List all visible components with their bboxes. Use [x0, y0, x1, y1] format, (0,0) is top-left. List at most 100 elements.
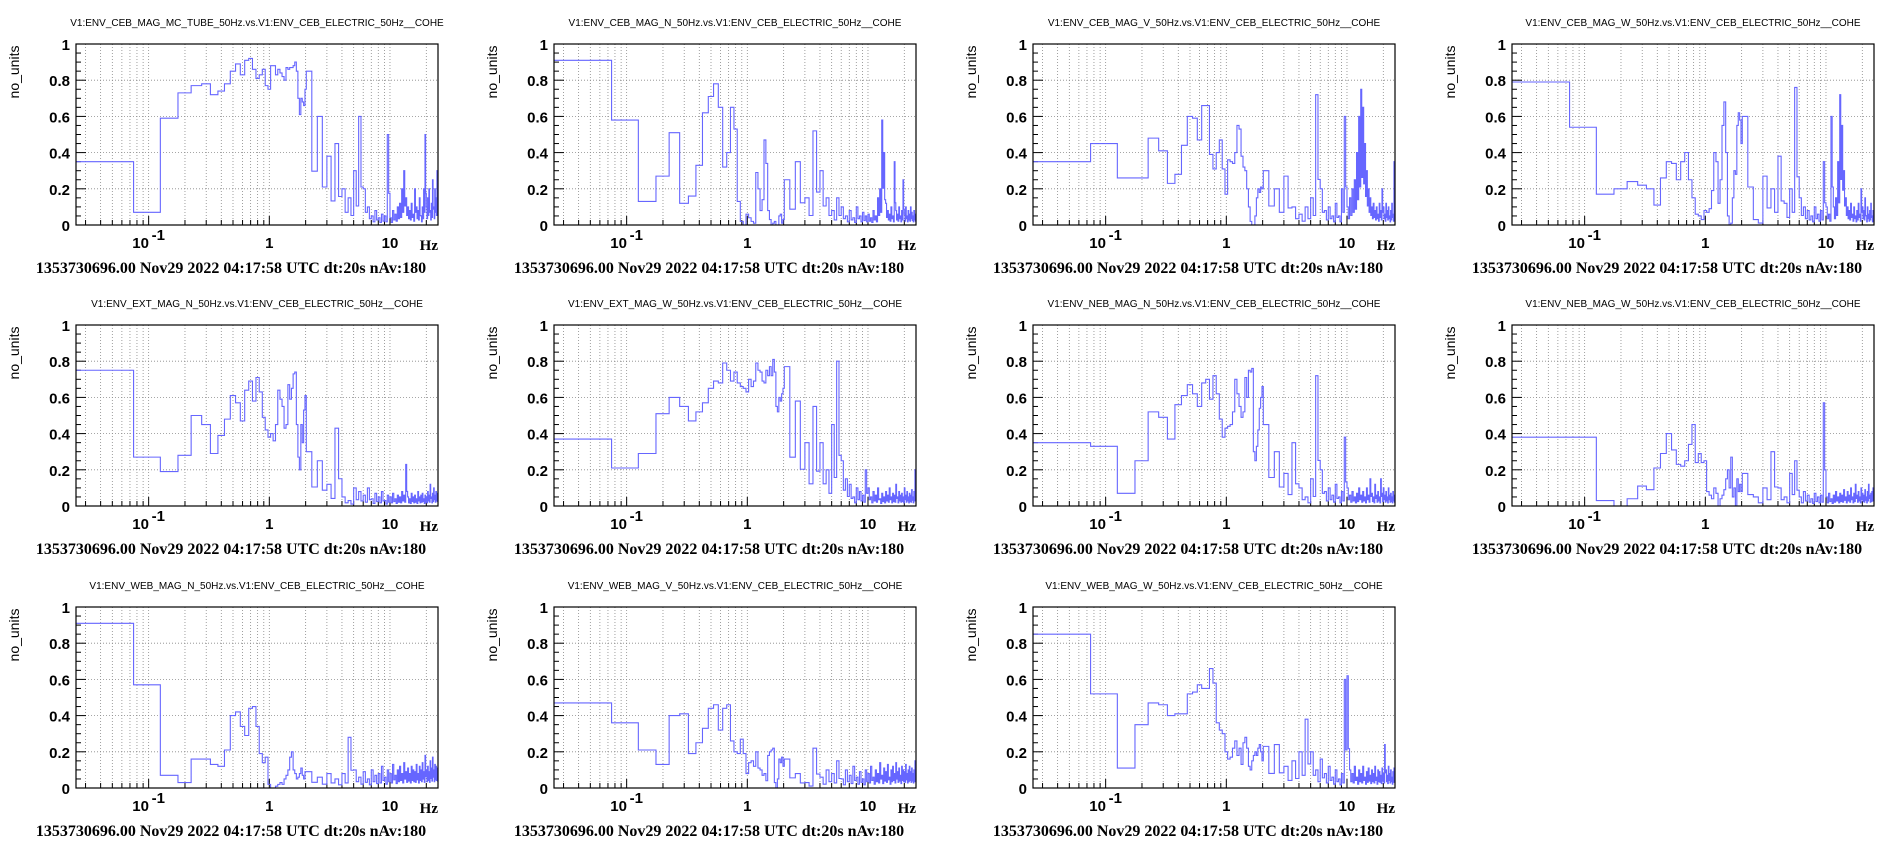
x-tick-label: 10 — [382, 516, 399, 533]
y-tick-label: 0 — [540, 781, 548, 798]
coherence-plot-panel: V1:ENV_CEB_MAG_N_50Hz.vs.V1:ENV_CEB_ELEC… — [484, 18, 917, 277]
y-tick-label: 0.6 — [49, 672, 70, 689]
y-tick-label: 0 — [540, 218, 548, 235]
coherence-plot-panel: V1:ENV_NEB_MAG_N_50Hz.vs.V1:ENV_CEB_ELEC… — [963, 299, 1396, 558]
y-tick-label: 1 — [1019, 37, 1027, 54]
x-tick-label: 10 — [1568, 516, 1585, 533]
coherence-plot-panel: V1:ENV_CEB_MAG_V_50Hz.vs.V1:ENV_CEB_ELEC… — [963, 18, 1396, 277]
x-axis-label: Hz — [420, 519, 439, 535]
y-tick-label: 1 — [62, 600, 70, 617]
x-tick-label: 10 — [1339, 235, 1356, 252]
y-tick-label: 0 — [1498, 218, 1506, 235]
y-tick-label: 0.6 — [1006, 672, 1027, 689]
y-tick-label: 0.4 — [1006, 427, 1028, 444]
y-tick-label: 0 — [1019, 499, 1027, 516]
x-axis-label: Hz — [898, 238, 917, 254]
x-tick-label: 1 — [1222, 516, 1230, 533]
plot-frame — [75, 324, 439, 507]
y-tick-label: 0.8 — [49, 354, 70, 371]
y-tick-label: 0.6 — [1485, 390, 1506, 407]
plot-footer-timestamp: 1353730696.00 Nov29 2022 04:17:58 UTC dt… — [1472, 260, 1862, 277]
y-tick-label: 0.8 — [49, 636, 70, 653]
y-tick-label: 0.2 — [527, 463, 548, 480]
y-axis-label: no_units — [1442, 327, 1458, 380]
coherence-trace — [1033, 367, 1396, 504]
coherence-trace — [76, 57, 439, 224]
x-tick-label: 10 — [1089, 235, 1106, 252]
y-tick-label: 0.2 — [1006, 463, 1027, 480]
coherence-plot-panel: V1:ENV_WEB_MAG_V_50Hz.vs.V1:ENV_CEB_ELEC… — [484, 581, 917, 840]
x-tick-label: 10 — [1089, 516, 1106, 533]
y-tick-label: 0.8 — [49, 73, 70, 90]
x-tick-label-exponent: -1 — [1109, 508, 1122, 525]
coherence-trace — [554, 358, 917, 505]
y-tick-label: 0.8 — [1006, 636, 1027, 653]
y-axis-label: no_units — [1442, 46, 1458, 99]
x-tick-label-exponent: -1 — [630, 790, 643, 807]
coherence-plot-panel: V1:ENV_WEB_MAG_N_50Hz.vs.V1:ENV_CEB_ELEC… — [6, 581, 439, 840]
x-tick-label: 10 — [1089, 798, 1106, 815]
x-tick-label: 10 — [132, 516, 149, 533]
y-tick-label: 0.8 — [1485, 73, 1506, 90]
y-tick-label: 1 — [1498, 318, 1506, 335]
y-tick-label: 1 — [540, 37, 548, 54]
x-tick-label: 1 — [743, 516, 751, 533]
plot-footer-timestamp: 1353730696.00 Nov29 2022 04:17:58 UTC dt… — [36, 260, 426, 277]
y-tick-label: 0.8 — [1006, 73, 1027, 90]
x-tick-label: 10 — [1568, 235, 1585, 252]
plot-title: V1:ENV_CEB_MAG_N_50Hz.vs.V1:ENV_CEB_ELEC… — [569, 18, 902, 29]
coherence-plot-panel: V1:ENV_CEB_MAG_MC_TUBE_50Hz.vs.V1:ENV_CE… — [6, 18, 444, 277]
plot-footer-timestamp: 1353730696.00 Nov29 2022 04:17:58 UTC dt… — [514, 823, 904, 840]
y-tick-label: 0.8 — [1006, 354, 1027, 371]
y-tick-label: 0 — [540, 499, 548, 516]
coherence-trace — [76, 369, 439, 505]
y-tick-label: 0.2 — [527, 182, 548, 199]
plot-frame — [1032, 324, 1396, 507]
x-tick-label-exponent: -1 — [630, 227, 643, 244]
x-tick-label-exponent: -1 — [152, 227, 165, 244]
x-tick-label-exponent: -1 — [152, 790, 165, 807]
y-tick-label: 0.6 — [1485, 109, 1506, 126]
y-tick-label: 0.6 — [527, 672, 548, 689]
y-tick-label: 0.2 — [1006, 182, 1027, 199]
plot-footer-timestamp: 1353730696.00 Nov29 2022 04:17:58 UTC dt… — [514, 260, 904, 277]
x-tick-label: 10 — [860, 235, 877, 252]
y-tick-label: 0 — [1019, 781, 1027, 798]
plot-frame — [1032, 43, 1396, 226]
x-tick-label: 1 — [743, 235, 751, 252]
y-tick-label: 0.6 — [527, 109, 548, 126]
plot-footer-timestamp: 1353730696.00 Nov29 2022 04:17:58 UTC dt… — [993, 541, 1383, 558]
y-tick-label: 0 — [62, 781, 70, 798]
coherence-trace — [554, 59, 917, 226]
y-tick-label: 0 — [62, 218, 70, 235]
y-tick-label: 0.4 — [527, 146, 549, 163]
x-tick-label: 1 — [265, 516, 273, 533]
plot-title: V1:ENV_NEB_MAG_W_50Hz.vs.V1:ENV_CEB_ELEC… — [1525, 299, 1860, 310]
y-axis-label: no_units — [6, 46, 22, 99]
x-tick-label: 1 — [1701, 235, 1709, 252]
y-tick-label: 0.4 — [527, 709, 549, 726]
y-tick-label: 0.4 — [1485, 146, 1507, 163]
plot-footer-timestamp: 1353730696.00 Nov29 2022 04:17:58 UTC dt… — [36, 823, 426, 840]
x-tick-label: 10 — [860, 798, 877, 815]
plot-frame — [553, 324, 917, 507]
y-tick-label: 0.8 — [527, 636, 548, 653]
plot-footer-timestamp: 1353730696.00 Nov29 2022 04:17:58 UTC dt… — [36, 541, 426, 558]
plot-title: V1:ENV_CEB_MAG_W_50Hz.vs.V1:ENV_CEB_ELEC… — [1525, 18, 1860, 29]
plot-frame — [553, 43, 917, 226]
y-tick-label: 0.2 — [527, 745, 548, 762]
y-tick-label: 0 — [62, 499, 70, 516]
plot-frame — [75, 606, 439, 789]
plot-title: V1:ENV_CEB_MAG_V_50Hz.vs.V1:ENV_CEB_ELEC… — [1048, 18, 1381, 29]
coherence-trace — [554, 702, 917, 789]
plot-footer-timestamp: 1353730696.00 Nov29 2022 04:17:58 UTC dt… — [1472, 541, 1862, 558]
y-tick-label: 0.2 — [1485, 182, 1506, 199]
y-tick-label: 0 — [1498, 499, 1506, 516]
x-tick-label-exponent: -1 — [152, 508, 165, 525]
y-tick-label: 0.8 — [1485, 354, 1506, 371]
plot-frame — [1511, 324, 1875, 507]
plot-footer-timestamp: 1353730696.00 Nov29 2022 04:17:58 UTC dt… — [514, 541, 904, 558]
x-tick-label: 1 — [1222, 235, 1230, 252]
y-tick-label: 1 — [540, 600, 548, 617]
